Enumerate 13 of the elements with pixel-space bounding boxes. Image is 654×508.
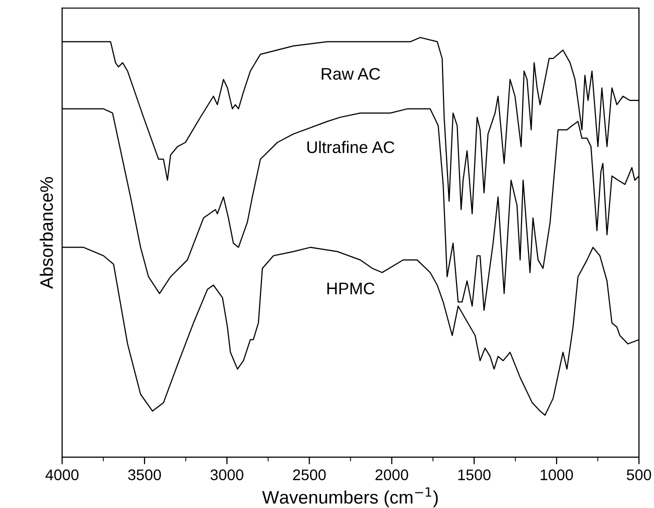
x-tick-label: 1500: [458, 469, 491, 480]
x-tick-label: 1000: [540, 469, 573, 480]
series-label: Ultrafine AC: [307, 140, 394, 154]
x-axis-title: Wavenumbers (cm$^{−1}$): [262, 487, 438, 508]
x-tick-label: 3000: [210, 469, 244, 480]
x-tick-label: 500: [626, 469, 652, 480]
x-tick-label: 3500: [128, 469, 161, 480]
series-label: HPMC: [327, 282, 374, 294]
series-label: Raw AC: [322, 68, 380, 80]
x-tick-label: 2000: [376, 469, 408, 480]
x-tick-label: 4000: [45, 469, 79, 480]
y-axis-title: Absorbance%: [40, 177, 54, 289]
x-tick-label: 2500: [293, 469, 326, 480]
